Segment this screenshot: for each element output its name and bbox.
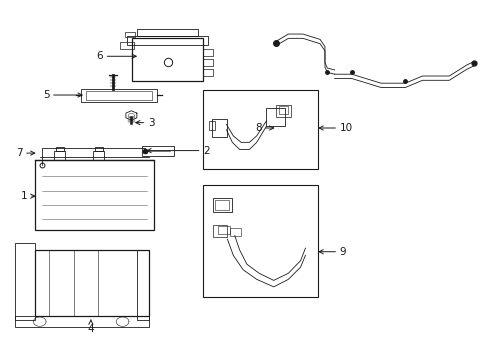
Text: 1: 1	[21, 191, 35, 201]
Bar	[203, 69, 212, 76]
Bar	[86, 91, 152, 100]
Text: 2: 2	[147, 145, 209, 156]
Bar	[127, 36, 207, 45]
Bar	[15, 316, 149, 327]
Bar	[229, 228, 240, 235]
Text: 10: 10	[319, 123, 352, 133]
Text: 3: 3	[136, 118, 154, 128]
Bar	[276, 105, 290, 117]
Bar	[209, 121, 215, 130]
Bar	[95, 147, 102, 151]
Bar	[203, 90, 317, 169]
Bar	[203, 59, 212, 66]
Text: 5: 5	[43, 90, 82, 100]
Bar	[120, 42, 134, 49]
Bar	[266, 108, 285, 126]
Bar	[137, 250, 149, 320]
Bar	[15, 243, 35, 320]
Bar	[93, 151, 104, 160]
Bar	[132, 39, 203, 81]
Text: 7: 7	[16, 148, 35, 158]
Bar	[35, 250, 149, 316]
Bar	[35, 160, 154, 230]
Bar	[211, 119, 227, 137]
Bar	[203, 49, 212, 56]
Bar	[142, 145, 173, 156]
Bar	[54, 151, 65, 160]
Text: 6: 6	[96, 51, 136, 61]
Bar	[212, 225, 227, 237]
Text: 8: 8	[254, 123, 273, 133]
Bar	[212, 198, 232, 212]
Text: 4: 4	[87, 320, 94, 334]
Bar	[278, 106, 288, 114]
Bar	[56, 147, 63, 151]
Bar	[81, 89, 157, 102]
Bar	[203, 185, 317, 297]
Bar	[215, 201, 228, 211]
Bar	[217, 226, 229, 234]
Text: 9: 9	[319, 247, 346, 257]
Bar	[137, 30, 198, 36]
Bar	[125, 32, 135, 37]
